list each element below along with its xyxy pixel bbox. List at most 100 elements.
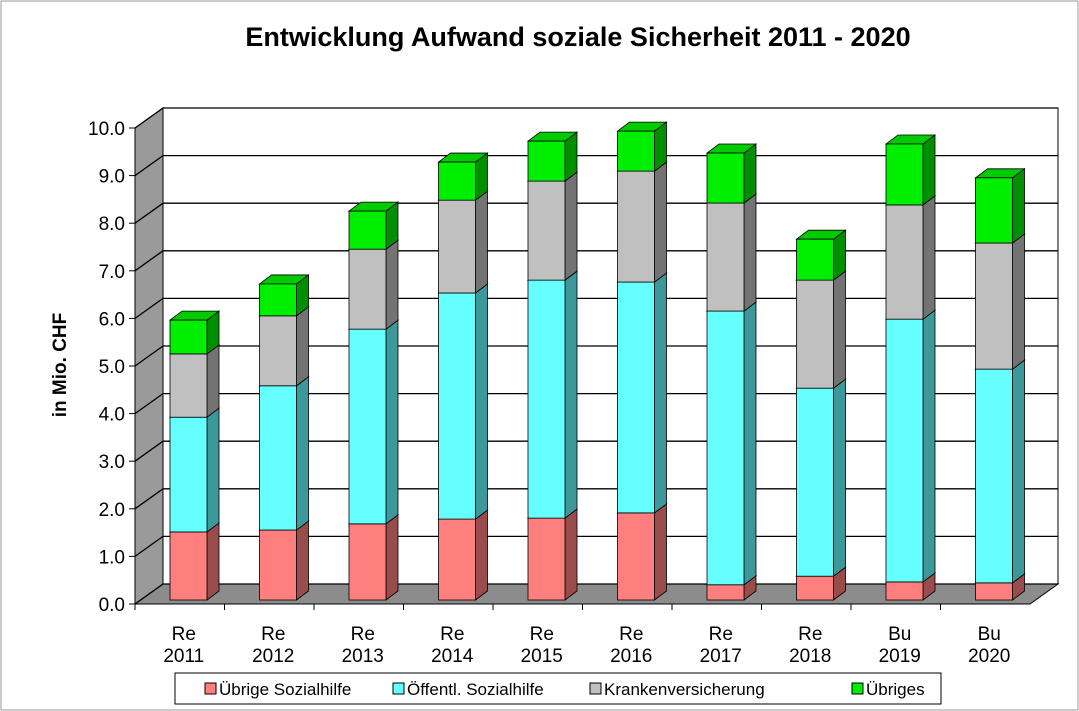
bar (796, 238, 834, 281)
bar (706, 584, 745, 601)
bar (527, 517, 566, 601)
bar (438, 161, 476, 201)
grid-line (134, 488, 1058, 510)
bar (527, 279, 566, 519)
x-tick-label: Re 2013 (341, 624, 384, 667)
bar (975, 368, 1013, 584)
bar-side (743, 301, 757, 586)
y-tick-label: 3.0 (99, 452, 125, 473)
bar (617, 512, 655, 601)
legend (174, 672, 942, 705)
bar (169, 531, 208, 601)
bar (259, 283, 297, 317)
bar (527, 140, 566, 182)
legend-swatch (392, 682, 405, 695)
bar (885, 318, 924, 583)
grid-line (134, 202, 1058, 224)
bar (975, 177, 1013, 244)
bar-side (206, 407, 220, 533)
bar-side (654, 272, 667, 514)
bar-side (385, 239, 399, 330)
bar-side (385, 514, 399, 601)
legend-swatch (204, 682, 217, 695)
bar (796, 387, 834, 577)
grid-line (134, 345, 1058, 367)
bar-side (296, 306, 309, 387)
y-axis-label: in Mio. CHF (50, 313, 71, 417)
grid-line (134, 440, 1058, 462)
x-tick-label: Bu 2020 (968, 624, 1011, 667)
bar-side (833, 270, 846, 389)
legend-label: Übrige Sozialhilfe (219, 680, 351, 699)
bar-side (206, 344, 220, 419)
x-tick-label: Re 2016 (610, 624, 653, 667)
bar (438, 292, 476, 520)
y-tick-label: 8.0 (99, 214, 125, 235)
bar (617, 281, 655, 514)
bar (706, 202, 745, 312)
bar-side (743, 193, 757, 312)
x-tick-label: Bu 2019 (878, 624, 921, 667)
bar (617, 130, 655, 172)
x-tick-label: Re 2015 (520, 624, 563, 667)
legend-label: Übriges (866, 680, 925, 699)
x-tick-label: Re 2012 (252, 624, 295, 667)
bar-side (206, 522, 220, 601)
bar-side (654, 503, 667, 601)
bar (348, 210, 387, 250)
bar-side (1012, 167, 1025, 244)
bar-side (743, 143, 757, 204)
bar-side (1012, 359, 1025, 584)
bar-side (296, 375, 309, 531)
bar (348, 523, 387, 601)
bar (348, 328, 387, 525)
bar-side (475, 509, 488, 601)
grid-line (134, 392, 1058, 415)
bar-side (296, 520, 309, 601)
bar-side (922, 309, 936, 583)
y-tick-label: 0.0 (99, 595, 125, 616)
bar-side (385, 319, 399, 525)
legend-swatch (851, 682, 864, 695)
x-tick-label: Re 2011 (163, 624, 205, 667)
bar (706, 310, 745, 586)
bar-side (475, 190, 488, 294)
bar (617, 170, 655, 283)
x-tick-label: Re 2014 (431, 624, 474, 667)
grid-line (134, 107, 1058, 129)
bar-side (922, 195, 936, 320)
bar (975, 582, 1013, 601)
bar (169, 319, 208, 355)
y-tick-label: 1.0 (99, 547, 125, 568)
bar-side (654, 161, 667, 283)
bar (169, 416, 208, 533)
bar (796, 279, 834, 389)
bar-side (833, 378, 846, 578)
bar (438, 199, 476, 294)
bar (885, 204, 924, 320)
y-tick-label: 9.0 (99, 167, 125, 188)
bar (975, 242, 1013, 370)
grid-line (134, 250, 1058, 272)
grid-line (134, 297, 1058, 319)
bar-side (1012, 233, 1025, 370)
bar (348, 248, 387, 330)
grid-line (134, 154, 1058, 177)
y-tick-label: 4.0 (99, 405, 125, 426)
bar (885, 581, 924, 601)
legend-label: Öffentl. Sozialhilfe (407, 680, 544, 699)
grid-line (134, 583, 1058, 605)
legend-swatch (589, 682, 602, 695)
bar (259, 529, 297, 601)
bar (169, 353, 208, 418)
bar-side (564, 171, 578, 281)
y-tick-label: 5.0 (99, 357, 125, 378)
y-tick-label: 10.0 (88, 119, 125, 140)
bar (796, 575, 834, 601)
y-tick-label: 6.0 (99, 309, 125, 330)
bar (259, 385, 297, 531)
bar-side (922, 134, 936, 206)
x-tick-label: Re 2018 (789, 624, 832, 667)
y-tick-label: 7.0 (99, 262, 125, 283)
